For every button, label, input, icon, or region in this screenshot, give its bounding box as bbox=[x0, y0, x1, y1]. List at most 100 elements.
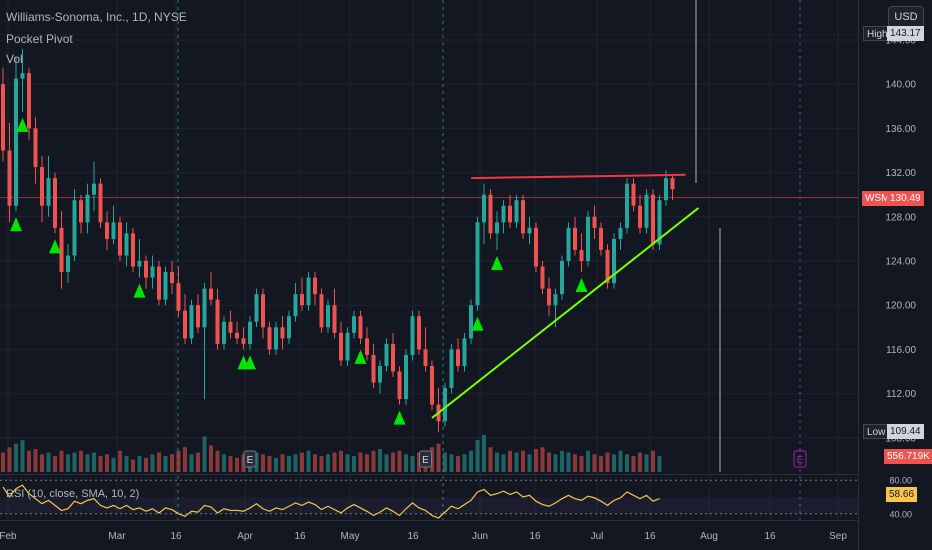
candle-body-84 bbox=[547, 288, 551, 306]
candle-body-98 bbox=[638, 205, 642, 228]
volume-bar-75 bbox=[488, 447, 493, 472]
candle-body-22 bbox=[144, 261, 148, 278]
candle-body-83 bbox=[540, 266, 545, 289]
symbol-title[interactable]: Williams-Sonoma, Inc., 1D, NYSE bbox=[6, 10, 187, 24]
indicator-pocket-pivot-label[interactable]: Pocket Pivot bbox=[6, 32, 73, 46]
earnings-marker-65 bbox=[419, 450, 432, 468]
volume-bar-100 bbox=[651, 450, 655, 472]
candle-body-88 bbox=[573, 227, 577, 250]
volume-bar-67 bbox=[436, 443, 441, 472]
candle-body-18 bbox=[118, 222, 122, 256]
volume-bar-101 bbox=[657, 456, 662, 472]
volume-bar-40 bbox=[261, 454, 265, 472]
volume-bar-6 bbox=[40, 454, 44, 472]
volume-bar-59 bbox=[384, 454, 389, 472]
volume-bar-18 bbox=[118, 450, 122, 472]
candle-body-4 bbox=[27, 73, 31, 129]
candle-body-59 bbox=[384, 343, 389, 366]
price-tick-label-6: 120.00 bbox=[885, 301, 916, 312]
time-tick-label-6: 16 bbox=[407, 531, 419, 542]
candle-body-73 bbox=[475, 222, 480, 306]
candle-body-47 bbox=[306, 277, 311, 306]
volume-bar-28 bbox=[183, 447, 187, 472]
volume-bar-11 bbox=[72, 452, 77, 472]
candle-body-0 bbox=[1, 84, 5, 151]
candle-body-72 bbox=[469, 305, 473, 339]
rsi-pane bbox=[0, 479, 858, 519]
volume-bar-77 bbox=[501, 454, 506, 472]
candle-body-8 bbox=[53, 178, 57, 228]
volume-bar-34 bbox=[222, 454, 226, 472]
volume-bar-97 bbox=[631, 456, 636, 472]
candle-body-38 bbox=[248, 321, 252, 344]
rsi-line bbox=[2, 484, 660, 519]
time-tick-label-7: Jun bbox=[472, 531, 488, 542]
earnings-marker-label-38: E bbox=[247, 455, 254, 466]
volume-bar-82 bbox=[534, 449, 538, 472]
candle-body-32 bbox=[209, 288, 213, 300]
candle-body-6 bbox=[40, 167, 44, 206]
volume-bar-32 bbox=[209, 445, 213, 472]
candle-body-71 bbox=[462, 338, 467, 366]
time-tick-label-8: 16 bbox=[529, 531, 541, 542]
volume-bar-72 bbox=[469, 450, 473, 472]
volume-bar-78 bbox=[508, 450, 512, 472]
low-value: 109.44 bbox=[887, 424, 924, 439]
time-tick-label-3: Apr bbox=[237, 531, 253, 542]
candle-body-93 bbox=[605, 249, 610, 284]
volume-bar-85 bbox=[553, 454, 558, 472]
candle-body-87 bbox=[566, 227, 571, 261]
volume-bar-69 bbox=[449, 454, 454, 472]
volume-bar-62 bbox=[404, 454, 408, 472]
candle-body-90 bbox=[586, 216, 590, 261]
candle-body-12 bbox=[79, 200, 83, 223]
candle-body-99 bbox=[644, 194, 649, 228]
trendlines bbox=[431, 173, 700, 419]
candle-body-20 bbox=[131, 233, 135, 267]
candle-body-10 bbox=[66, 255, 70, 273]
candle-body-37 bbox=[241, 338, 246, 344]
volume-bar-14 bbox=[92, 452, 96, 472]
volume-bar-12 bbox=[79, 450, 83, 472]
symbol-tag: WSM bbox=[862, 191, 893, 206]
candle-body-15 bbox=[98, 183, 103, 223]
candle-body-61 bbox=[397, 371, 402, 400]
candle-body-91 bbox=[592, 216, 597, 228]
candle-body-97 bbox=[631, 183, 636, 206]
candle-body-16 bbox=[105, 222, 109, 239]
volume-bar-98 bbox=[638, 452, 642, 472]
candle-body-36 bbox=[235, 332, 239, 339]
indicator-volume-label[interactable]: Vol bbox=[6, 52, 23, 66]
candle-body-28 bbox=[183, 310, 187, 339]
candle-body-100 bbox=[651, 194, 655, 245]
candle-body-44 bbox=[287, 316, 291, 339]
volume-bar-31 bbox=[202, 436, 207, 472]
currency-button[interactable]: USD bbox=[888, 6, 924, 28]
volume-bar-79 bbox=[514, 452, 519, 472]
volume-bar-45 bbox=[293, 454, 298, 472]
price-tick-label-7: 116.00 bbox=[886, 345, 916, 356]
candle-body-11 bbox=[72, 200, 77, 256]
volume-bar-36 bbox=[235, 457, 239, 472]
volume-bar-83 bbox=[540, 447, 545, 472]
volume-bar-42 bbox=[274, 457, 278, 472]
volume-bar-24 bbox=[157, 452, 161, 472]
grid-lines bbox=[0, 0, 859, 550]
last-price-tag: 130.49 bbox=[887, 191, 924, 206]
candle-body-95 bbox=[618, 227, 623, 239]
candle-body-35 bbox=[228, 321, 233, 333]
price-tick-label-0: 144.00 bbox=[885, 36, 916, 47]
volume-bar-9 bbox=[59, 450, 64, 472]
candle-body-49 bbox=[319, 294, 324, 328]
rsi-legend[interactable]: RSI (10, close, SMA, 10, 2) bbox=[6, 488, 140, 500]
candle-body-75 bbox=[488, 194, 493, 234]
price-tick-label-3: 132.00 bbox=[885, 168, 916, 179]
rsi-tick-label-0: 80.00 bbox=[889, 476, 912, 486]
candle-body-50 bbox=[326, 305, 330, 328]
volume-bar-17 bbox=[111, 457, 116, 472]
rsi-value-tag: 58.66 bbox=[886, 487, 918, 502]
rsi-tick-label-2: 40.00 bbox=[889, 509, 912, 519]
candle-body-13 bbox=[85, 194, 90, 223]
